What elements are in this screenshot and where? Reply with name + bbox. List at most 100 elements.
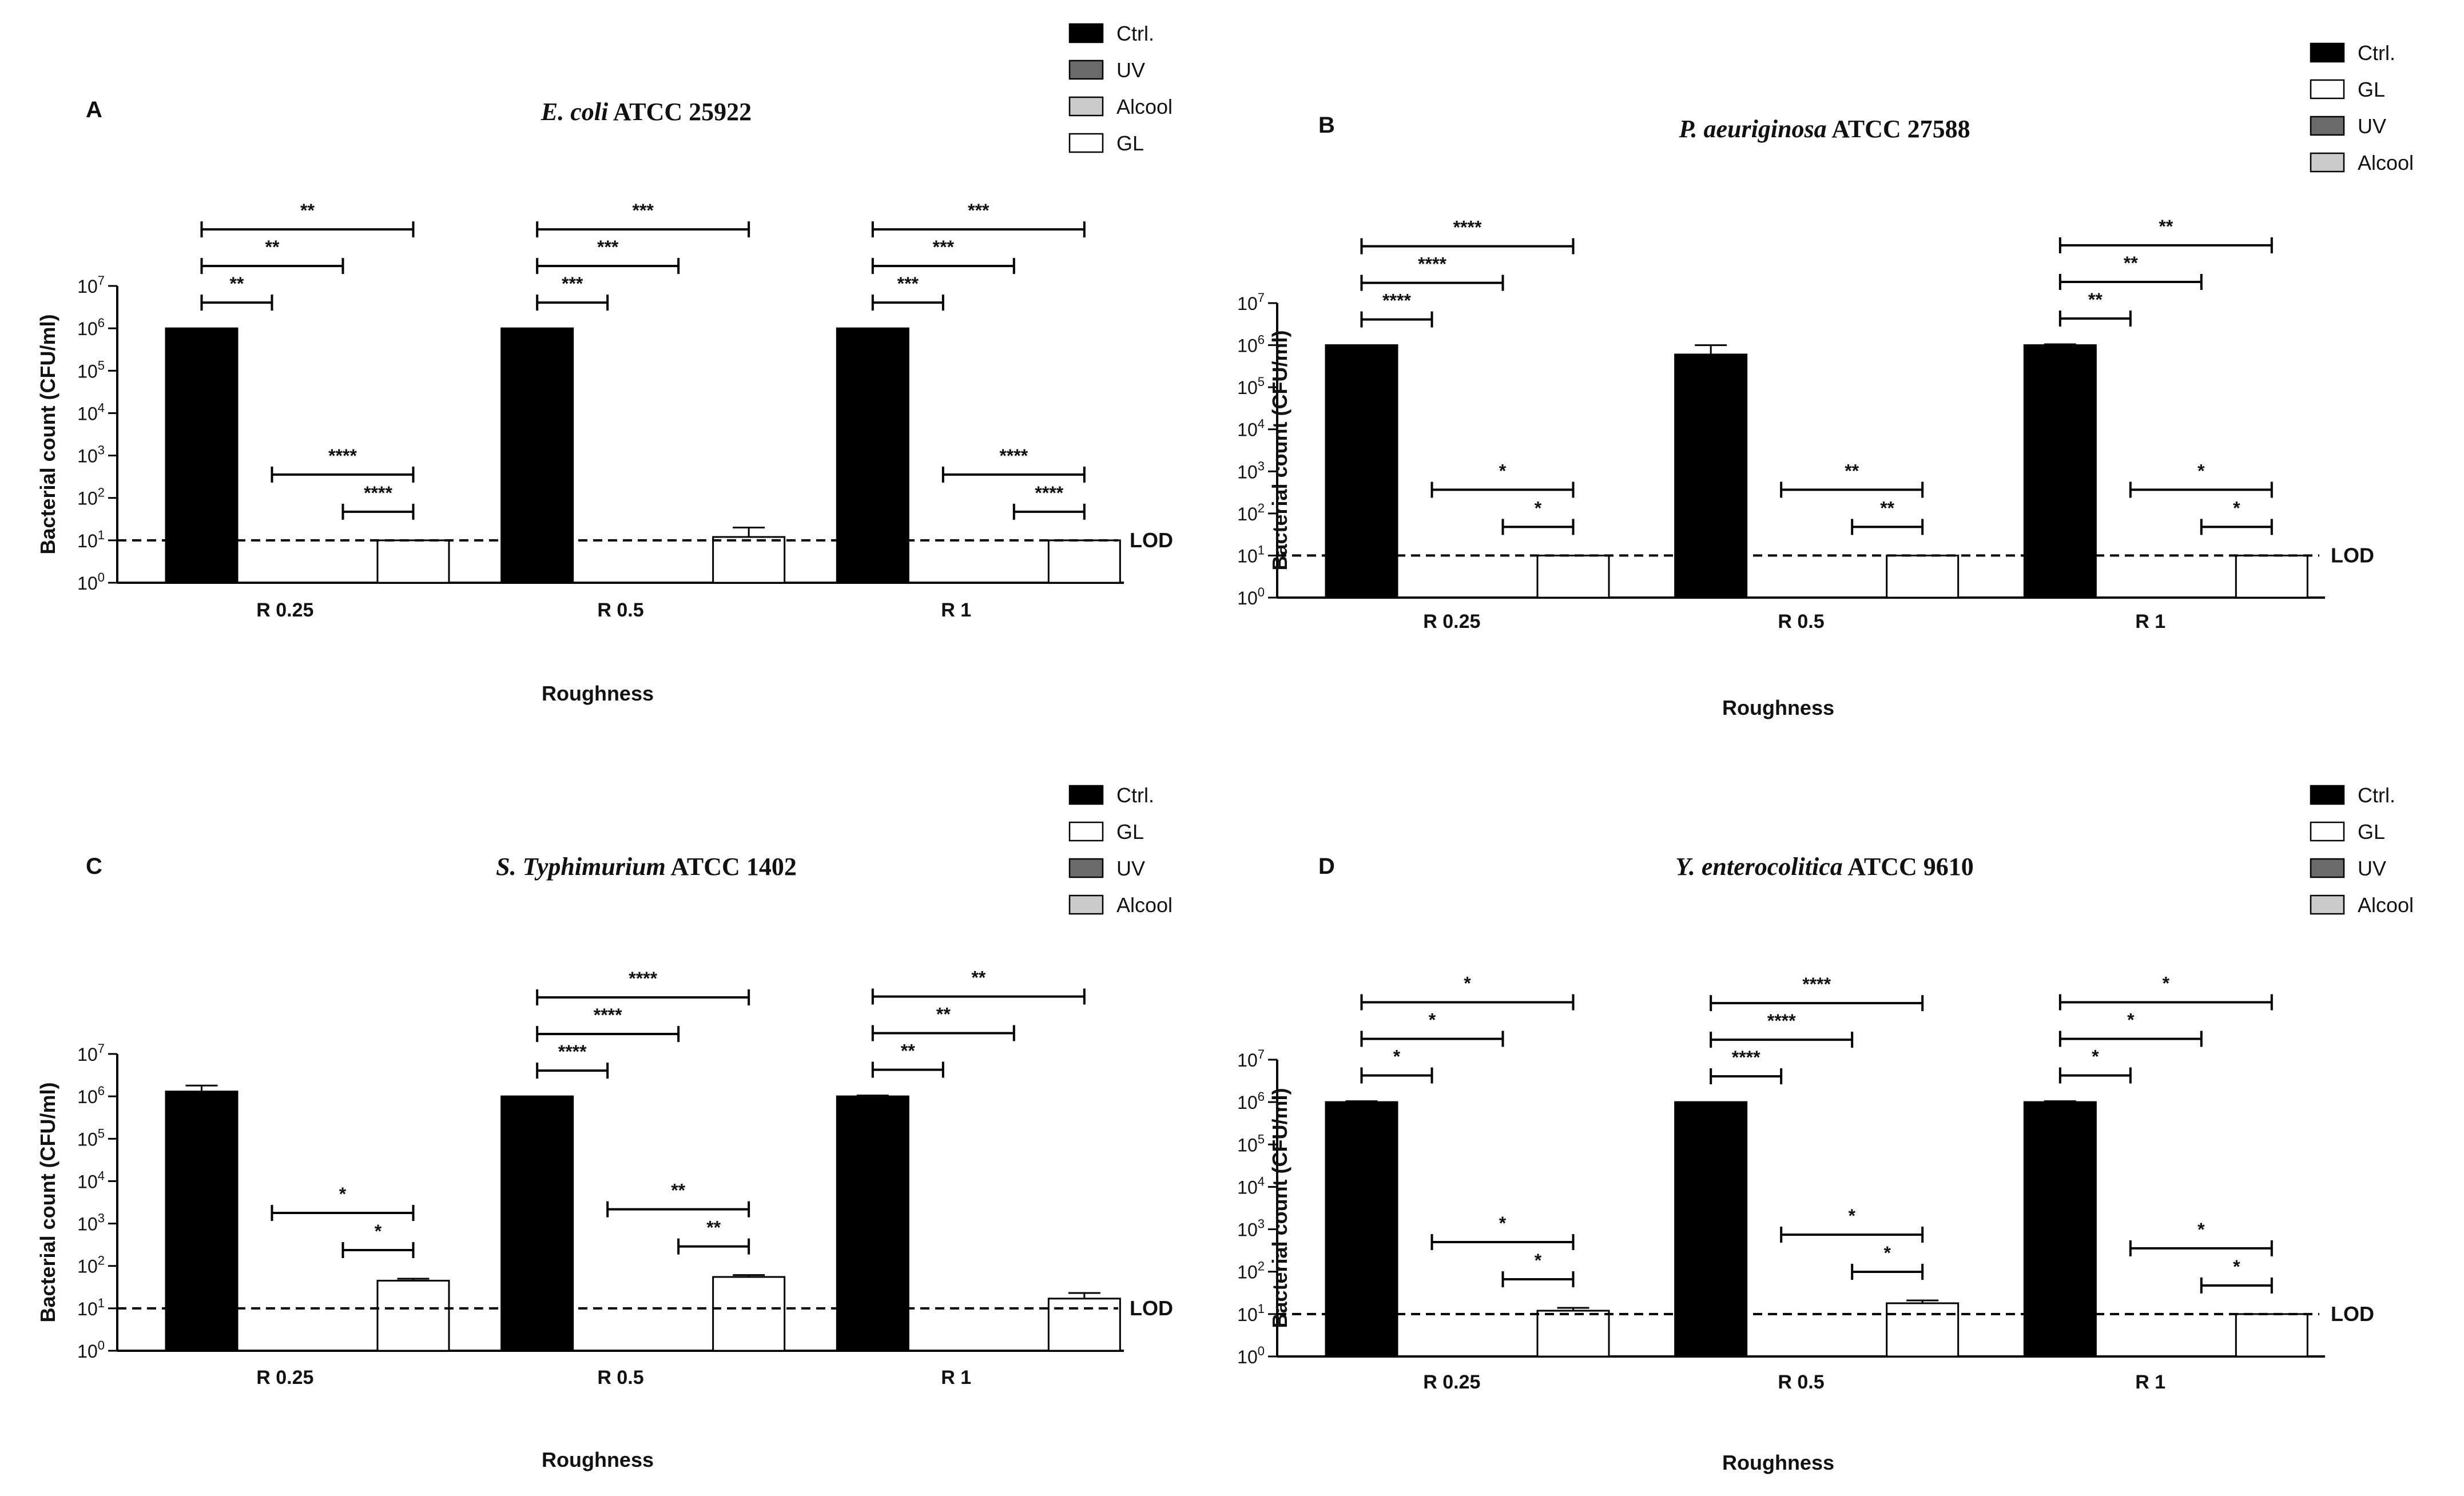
y-tick-base: 10 [1237,1262,1258,1283]
y-tick-label: 100 [1237,1344,1265,1367]
x-category-label: R 1 [941,1367,971,1388]
x-category-label: R 1 [941,599,971,621]
x-category-label: R 0.25 [1423,611,1480,632]
significance-label: ** [2124,253,2138,273]
legend-label: Alcool [1116,95,1173,118]
legend-swatch [2310,79,2345,100]
legend-label: UV [2358,114,2386,138]
bar-ctrl [500,327,574,584]
y-tick-base: 10 [1237,588,1258,608]
bar-gl [712,1276,786,1352]
y-tick-exponent: 3 [1258,459,1265,473]
y-tick-exponent: 6 [1258,1089,1265,1104]
y-tick-label: 106 [77,1084,105,1107]
legend-label: GL [1116,132,1144,155]
significance-label: * [1883,1243,1891,1263]
y-tick-exponent: 1 [1258,543,1265,557]
y-tick-base: 10 [77,1299,98,1319]
significance-label: * [339,1184,347,1204]
x-category-label: R 0.25 [1423,1371,1480,1393]
y-tick-exponent: 4 [98,400,105,415]
y-tick-base: 10 [1237,461,1258,482]
legend-label: UV [1116,857,1145,880]
significance-label: **** [1453,217,1482,238]
lod-label: LOD [1130,528,1173,552]
chart-title: P. aeuriginosa ATCC 27588 [1678,115,1970,143]
title-species: S. Typhimurium [496,853,666,881]
y-tick-label: 103 [1237,459,1265,482]
significance-label: **** [1732,1047,1760,1068]
x-category-label: R 0.5 [597,599,643,621]
y-tick-base: 10 [77,531,98,551]
bar-gl [1047,539,1121,584]
y-tick-base: 10 [77,403,98,424]
x-axis-label: Roughness [542,682,654,705]
legend-swatch [1068,785,1104,805]
title-strain: ATCC 9610 [1843,853,1974,881]
legend-swatch [1068,894,1104,915]
y-tick-base: 10 [1237,1092,1258,1113]
panel-c: C S. Typhimurium ATCC 1402100101102103104… [36,783,1173,1471]
significance-label: * [2197,1219,2205,1240]
y-tick-label: 102 [1237,501,1265,524]
y-tick-label: 103 [77,443,105,467]
y-tick-base: 10 [1237,336,1258,356]
significance-label: **** [594,1005,622,1025]
y-tick-base: 10 [77,361,98,381]
x-axis-label: Roughness [1722,1451,1834,1474]
y-tick-label: 105 [1237,1132,1265,1155]
significance-label: * [1464,973,1471,994]
bar-ctrl [1674,1101,1748,1358]
bar-ctrl [2023,1101,2097,1358]
y-tick-label: 106 [1237,1089,1265,1113]
panel-a: A E. coli ATCC 25922100101102103104105106… [36,22,1173,705]
y-tick-label: 107 [77,273,105,297]
y-tick-label: 101 [77,528,105,551]
significance-label: ** [1845,460,1859,481]
y-tick-exponent: 5 [98,1126,105,1140]
significance-label: *** [632,200,654,221]
legend-swatch [2310,152,2345,173]
bar-ctrl [2023,344,2097,599]
significance-label: * [1499,1213,1507,1234]
y-tick-base: 10 [77,1214,98,1235]
bar-gl [376,1279,450,1352]
panel-letter: A [86,97,102,122]
bar-ctrl [165,327,239,584]
y-tick-exponent: 1 [98,1296,105,1310]
x-category-label: R 0.5 [597,1367,643,1388]
y-tick-label: 100 [77,570,105,594]
y-tick-label: 105 [1237,375,1265,398]
x-axis-label: Roughness [1722,696,1834,719]
y-tick-label: 102 [1237,1259,1265,1283]
y-tick-exponent: 7 [98,1041,105,1056]
y-tick-exponent: 4 [1258,1174,1265,1188]
y-tick-exponent: 0 [1258,585,1265,599]
bar-gl [2235,1313,2308,1358]
y-tick-label: 103 [77,1211,105,1235]
x-category-label: R 0.5 [1778,1371,1824,1393]
legend-label: Ctrl. [1116,783,1154,807]
y-tick-base: 10 [1237,293,1258,314]
bar-ctrl [836,327,909,584]
significance-label: **** [328,445,357,466]
legend-swatch [1068,133,1104,153]
y-tick-exponent: 3 [98,443,105,457]
y-tick-exponent: 2 [98,1254,105,1268]
significance-label: ** [2088,289,2103,310]
chart-title: S. Typhimurium ATCC 1402 [496,853,797,881]
significance-label: ** [706,1218,721,1238]
y-axis-label: Bacterial count (CFU/ml) [1268,330,1291,570]
significance-label: * [1848,1205,1855,1226]
y-tick-label: 104 [77,1168,105,1192]
bar-gl [1536,1310,1610,1358]
y-tick-base: 10 [1237,546,1258,566]
bar-ctrl [1325,1101,1398,1358]
y-tick-label: 101 [1237,1302,1265,1325]
significance-label: **** [558,1041,587,1062]
legend-swatch [2310,894,2345,915]
significance-label: ** [300,200,315,221]
legend-label: Ctrl. [2358,783,2395,807]
significance-label: *** [968,200,989,221]
y-tick-label: 100 [77,1338,105,1362]
